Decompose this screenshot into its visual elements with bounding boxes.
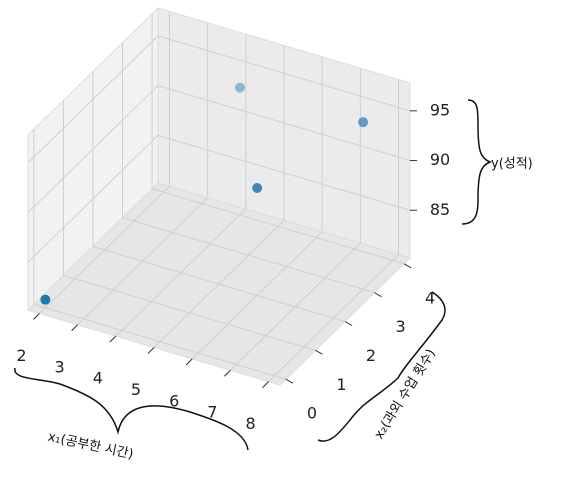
grid-line bbox=[92, 246, 346, 322]
z-axis-label: y(성적) bbox=[491, 157, 533, 172]
tick-mark bbox=[262, 381, 269, 388]
tick-mark bbox=[374, 292, 382, 298]
x-tick-label: 2 bbox=[16, 346, 26, 365]
grid-line bbox=[122, 217, 375, 294]
tick-mark bbox=[344, 321, 353, 326]
x-axis-label: x₁(공부한 시간) bbox=[46, 430, 134, 463]
data-point bbox=[358, 117, 369, 128]
grid-line bbox=[157, 134, 411, 211]
grid-line bbox=[157, 35, 411, 112]
marks bbox=[40, 82, 369, 305]
panes bbox=[27, 6, 411, 386]
tick-mark bbox=[71, 324, 78, 332]
x-brace bbox=[14, 367, 249, 451]
y-tick-label: 2 bbox=[366, 346, 376, 365]
tick-mark bbox=[147, 347, 155, 354]
x-tick-label: 3 bbox=[55, 357, 65, 376]
grid-line bbox=[27, 134, 159, 263]
tick-mark bbox=[285, 378, 294, 384]
y-tick-label: 4 bbox=[425, 288, 435, 307]
tick-mark bbox=[315, 349, 323, 355]
grid-line bbox=[151, 188, 405, 265]
x-tick-label: 7 bbox=[207, 403, 217, 422]
tick-mark bbox=[403, 263, 412, 269]
y-axis-label: x₂(과외 수업 횟수) bbox=[372, 347, 439, 442]
z-brace bbox=[461, 99, 493, 225]
x-tick-label: 4 bbox=[93, 369, 103, 388]
tick-mark bbox=[185, 358, 193, 366]
grid-line bbox=[33, 303, 287, 380]
z-tick-label: 90 bbox=[430, 150, 450, 169]
tick-mark bbox=[224, 369, 231, 377]
x-tick-label: 6 bbox=[169, 391, 179, 410]
y-brace bbox=[317, 291, 446, 442]
data-point bbox=[40, 294, 51, 305]
data-point bbox=[234, 82, 245, 93]
x-tick-label: 5 bbox=[131, 380, 141, 399]
grid-line bbox=[63, 274, 316, 351]
data-point bbox=[252, 182, 263, 193]
x-tick-label: 8 bbox=[245, 414, 255, 433]
z-tick-label: 95 bbox=[430, 100, 450, 119]
grid-line bbox=[157, 85, 411, 162]
tick-mark bbox=[33, 313, 40, 320]
y-tick-label: 1 bbox=[336, 375, 346, 394]
grid-line bbox=[27, 85, 159, 213]
tick-mark bbox=[109, 335, 117, 343]
y-tick-label: 0 bbox=[307, 404, 317, 423]
y-tick-label: 3 bbox=[395, 317, 405, 336]
grid-line bbox=[27, 35, 159, 164]
z-tick-label: 85 bbox=[430, 200, 450, 219]
